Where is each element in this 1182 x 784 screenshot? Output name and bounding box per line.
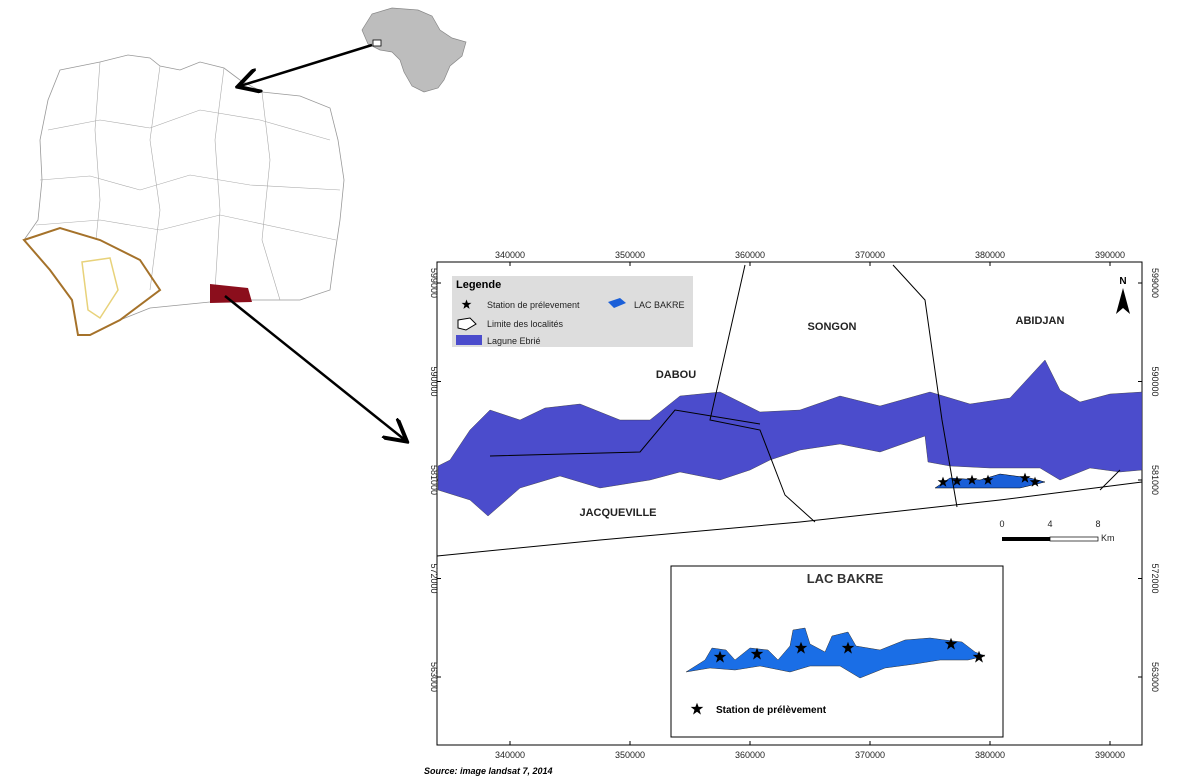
scale-unit: Km [1101, 533, 1115, 543]
y-tick-label: 590000 [1150, 366, 1160, 396]
x-tick-label: 390000 [1095, 750, 1125, 760]
x-tick-label: 370000 [855, 250, 885, 260]
y-tick-label: 599000 [429, 268, 439, 298]
legend-swatch [457, 317, 477, 331]
scale-label: 8 [1095, 519, 1100, 529]
y-tick-label: 563000 [1150, 662, 1160, 692]
source: Source: image landsat 7, 2014 [424, 766, 553, 776]
country-map [23, 54, 345, 336]
y-tick-label: 599000 [1150, 268, 1160, 298]
legend-item: LAC BAKRE [634, 300, 685, 310]
x-tick-label: 340000 [495, 750, 525, 760]
boundaries [436, 264, 1143, 557]
scale-bar [1002, 537, 1050, 541]
y-tick-label: 581000 [429, 465, 439, 495]
region-highlight-west [22, 226, 162, 336]
legend-item: Limite des localités [487, 319, 564, 329]
x-tick-label: 360000 [735, 250, 765, 260]
arrow [240, 43, 373, 86]
region-borders [35, 61, 341, 301]
place-label: JACQUEVILLE [579, 507, 656, 519]
arrow [224, 295, 405, 440]
scale-label: 4 [1047, 519, 1052, 529]
inset-title: LAC BAKRE [807, 571, 884, 586]
region-highlight-inner [81, 257, 119, 320]
lagoon [437, 359, 1143, 517]
x-tick-label: 380000 [975, 750, 1005, 760]
place-label: SONGON [808, 321, 857, 333]
scale-label: 0 [999, 519, 1004, 529]
legend-box [452, 276, 693, 347]
africa-highlight [372, 39, 382, 47]
x-tick-label: 380000 [975, 250, 1005, 260]
north-arrow [1116, 288, 1130, 314]
y-tick-label: 581000 [1150, 465, 1160, 495]
place-label: DABOU [656, 369, 696, 381]
north-label: N [1119, 276, 1126, 287]
y-tick-label: 572000 [1150, 563, 1160, 593]
scale-bar [1049, 536, 1099, 542]
x-tick-label: 370000 [855, 750, 885, 760]
x-tick-label: 360000 [735, 750, 765, 760]
place-label: ABIDJAN [1016, 315, 1065, 327]
x-tick-label: 390000 [1095, 250, 1125, 260]
legend-item: Station de prélevement [487, 300, 580, 310]
legend-swatch [456, 335, 482, 345]
legend-swatch [608, 298, 626, 308]
legend-title: Legende [456, 279, 501, 291]
y-tick-label: 572000 [429, 563, 439, 593]
inset-legend: Station de prélèvement [716, 705, 827, 716]
legend-item: Lagune Ebrié [487, 336, 541, 346]
x-tick-label: 340000 [495, 250, 525, 260]
x-tick-label: 350000 [615, 750, 645, 760]
study-area-region [210, 284, 252, 303]
y-tick-label: 563000 [429, 662, 439, 692]
lake-bakre [685, 627, 986, 679]
africa-map [361, 7, 467, 93]
x-tick-label: 350000 [615, 250, 645, 260]
frame-ticks: 340000 340000 350000 350000 360000 360000 3700… [429, 250, 1160, 760]
y-tick-label: 590000 [429, 366, 439, 396]
